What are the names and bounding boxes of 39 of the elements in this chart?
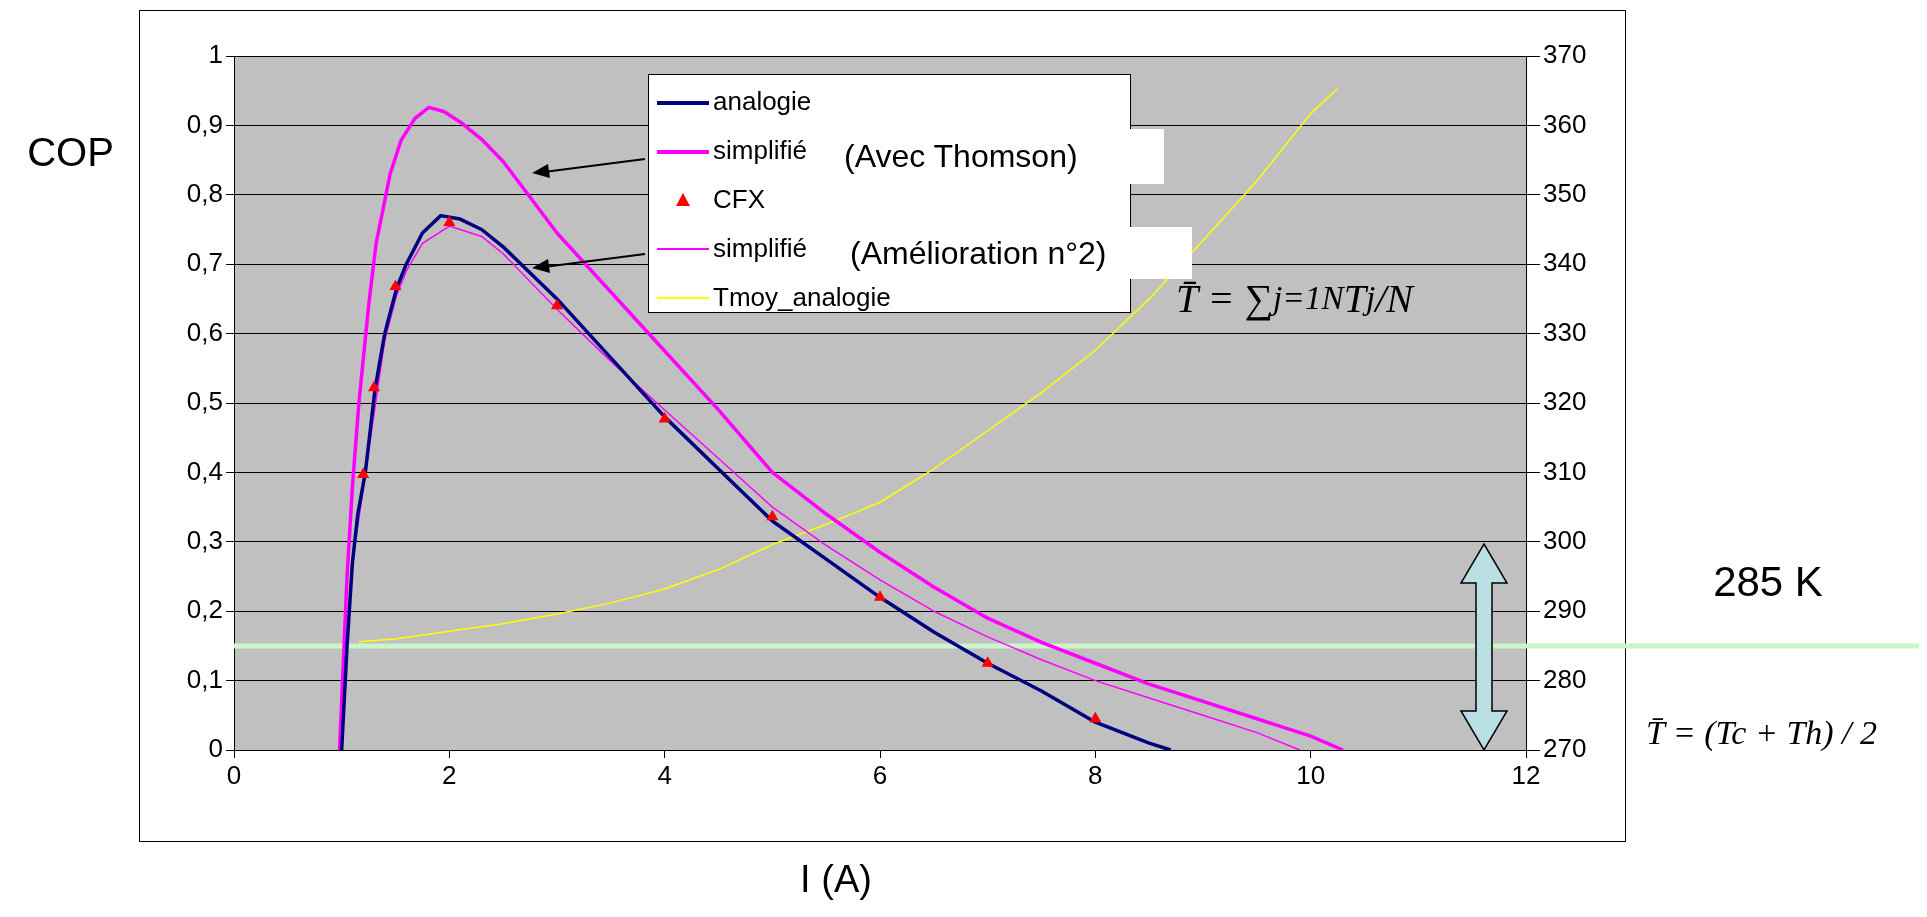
y-tick-label: 0,1 bbox=[186, 663, 223, 694]
x-tick-label: 8 bbox=[1088, 759, 1103, 790]
ref-line-label: 285 K bbox=[1713, 557, 1823, 605]
y-tick-label: 0,3 bbox=[186, 524, 223, 555]
y2-tick-label: 350 bbox=[1543, 177, 1587, 208]
y-tick-label: 0,8 bbox=[186, 177, 223, 208]
y-tick-label: 0,7 bbox=[186, 247, 223, 278]
y-tick-label: 0,5 bbox=[186, 386, 223, 417]
y-tick-label: 0,9 bbox=[186, 108, 223, 139]
y2-tick-label: 270 bbox=[1543, 733, 1587, 764]
annotation: (Avec Thomson) bbox=[836, 129, 1164, 184]
y-tick-label: 1 bbox=[208, 39, 223, 70]
y2-tick-label: 300 bbox=[1543, 524, 1587, 555]
y2-tick-label: 280 bbox=[1543, 663, 1587, 694]
x-tick-label: 2 bbox=[442, 759, 457, 790]
legend-label: Tmoy_analogie bbox=[713, 282, 891, 313]
y-axis-title: COP bbox=[26, 130, 115, 175]
y-tick-label: 0 bbox=[208, 733, 223, 764]
y-tick-label: 0,4 bbox=[186, 455, 223, 486]
legend-label: simplifié bbox=[713, 233, 807, 264]
x-tick-label: 4 bbox=[657, 759, 672, 790]
x-axis-title: I (A) bbox=[799, 858, 873, 901]
y-tick-label: 0,6 bbox=[186, 316, 223, 347]
y2-tick-label: 290 bbox=[1543, 594, 1587, 625]
x-tick-label: 6 bbox=[872, 759, 888, 790]
x-tick-label: 12 bbox=[1511, 759, 1541, 790]
legend-label: CFX bbox=[713, 184, 765, 215]
y2-tick-label: 370 bbox=[1543, 39, 1587, 70]
x-tick-label: 10 bbox=[1296, 759, 1326, 790]
y-tick-label: 0,2 bbox=[186, 594, 223, 625]
y2-tick-label: 320 bbox=[1543, 386, 1587, 417]
y2-tick-label: 340 bbox=[1543, 247, 1587, 278]
y2-tick-label: 310 bbox=[1543, 455, 1587, 486]
legend-label: analogie bbox=[713, 86, 812, 117]
y2-tick-label: 360 bbox=[1543, 108, 1587, 139]
text: T̄ = (Tc + Th) / 2 bbox=[1645, 713, 1879, 753]
legend-label: simplifié bbox=[713, 135, 807, 166]
y2-tick-label: 330 bbox=[1543, 316, 1587, 347]
annotation: (Amélioration n°2) bbox=[850, 234, 1107, 271]
